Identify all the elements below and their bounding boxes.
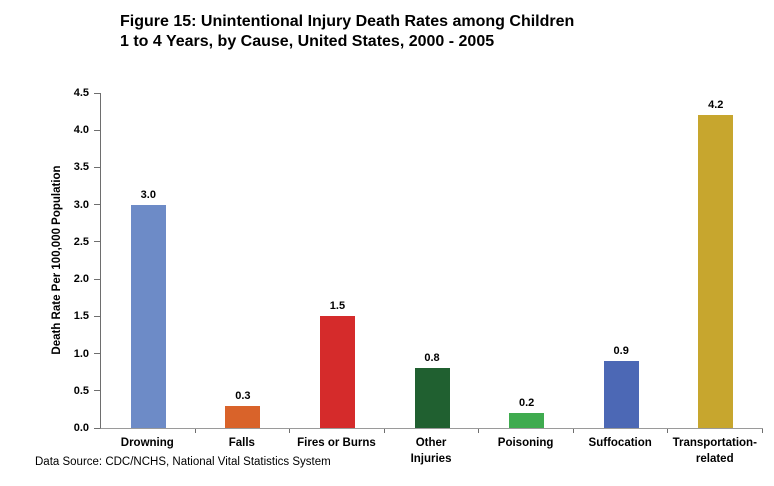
x-axis-label: Transportation- related [672,437,757,465]
y-tick-mark [94,315,100,317]
y-tick-label: 4.0 [73,124,89,137]
bar-value-label: 3.0 [140,188,156,201]
bar-slot: 0.3 [196,93,291,433]
x-tick-mark [667,429,669,433]
x-axis-labels: Drowning Falls Fires or Burns Other Injurie… [100,436,762,467]
bar [414,368,450,428]
y-axis-ticks: 4.5 4.0 3.5 3.0 2.5 2.0 1.5 1.0 0.5 0.0 [0,87,100,434]
y-tick-mark [94,129,100,131]
y-tick-mark [94,353,100,355]
x-axis-label: Other Injuries [410,437,452,465]
y-tick-label: 1.5 [73,310,89,323]
x-tick-mark [572,429,574,433]
figure-title: Figure 15: Unintentional Injury Death Ra… [120,12,720,52]
y-tick-mark [94,166,100,168]
y-tick-label: 1.0 [73,347,89,360]
bar-slot: 0.2 [479,93,574,433]
y-tick-mark [94,427,100,429]
x-tick-mark [762,429,764,433]
x-tick-mark [383,429,385,433]
y-tick-mark [94,241,100,243]
x-axis-label: Poisoning [497,437,554,449]
bar-value-label: 0.9 [613,345,629,357]
y-tick-label: 3.5 [73,161,89,174]
bar-value-label: 0.8 [424,352,440,365]
bar-value-label: 0.2 [518,397,535,410]
x-axis-label: Falls [228,437,255,449]
x-tick-mark [289,429,291,433]
data-source-note: Data Source: CDC/NCHS, National Vital St… [35,456,331,468]
x-axis-label: Suffocation [588,437,652,449]
bar-slot: 1.5 [290,93,385,433]
plot-area: 3.0 0.3 1.5 0.8 0.2 0.9 4.2 [100,93,764,433]
y-tick-mark [94,278,100,280]
bar-slot: 4.2 [668,93,764,433]
y-tick-label: 4.5 [73,87,89,99]
y-tick-label: 0.0 [73,422,89,434]
x-axis-label: Drowning [120,437,174,449]
y-tick-mark [94,390,100,392]
y-tick-label: 3.0 [73,198,89,211]
bar [319,316,355,428]
y-tick-mark [94,204,100,206]
x-tick-mark [478,429,480,433]
bar [225,405,261,428]
bar-value-label: 0.3 [235,389,251,402]
bar-slot: 0.9 [574,93,669,433]
x-tick-mark [194,429,196,433]
bar-value-label: 1.5 [329,300,346,313]
y-tick-mark [94,92,100,94]
x-axis-label: Fires or Burns [297,437,376,449]
figure-title-line1: Figure 15: Unintentional Injury Death Ra… [120,13,575,30]
y-tick-label: 2.5 [73,235,89,248]
bar [603,361,639,428]
y-tick-label: 0.5 [73,384,89,397]
bar-slot: 3.0 [101,93,196,433]
bar [509,413,545,428]
figure-title-line2: 1 to 4 Years, by Cause, United States, 2… [120,33,495,51]
y-tick-label: 2.0 [73,273,89,286]
bar [698,115,734,428]
bar-slot: 0.8 [385,93,480,433]
bar-value-label: 4.2 [708,99,724,112]
bar [130,204,166,428]
